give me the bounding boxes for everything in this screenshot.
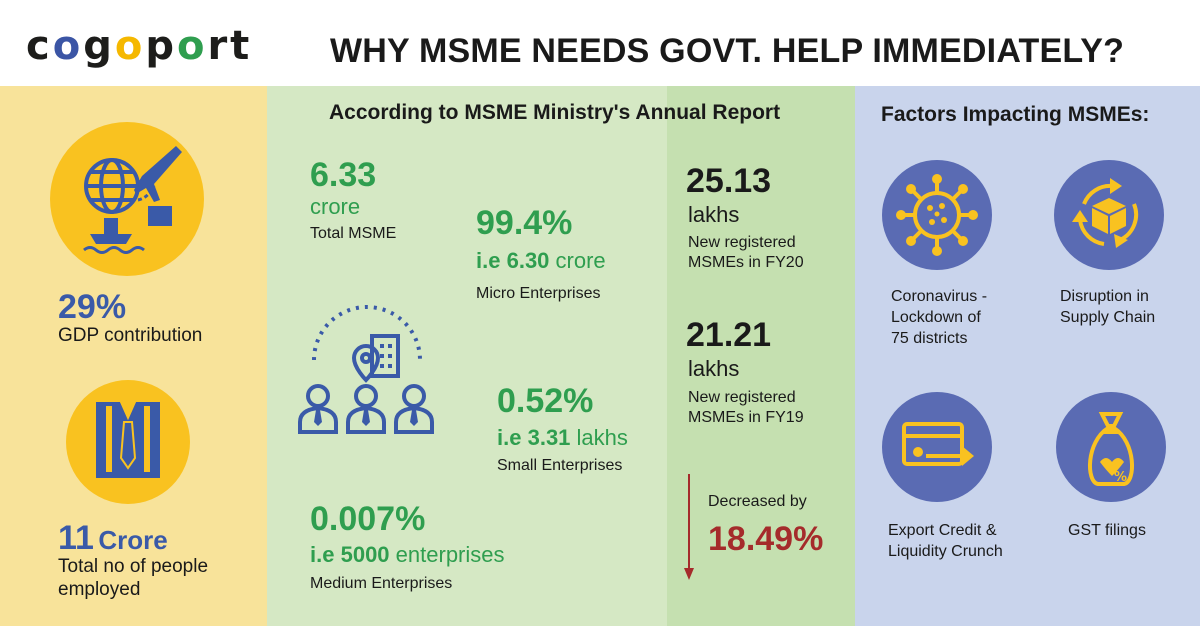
micro-percent: 99.4% xyxy=(476,204,573,242)
factor-supply-chain-label: Disruption in Supply Chain xyxy=(1060,288,1156,326)
micro-amount: i.e 6.30 crore xyxy=(476,248,606,273)
fy20-unit: lakhs xyxy=(688,202,740,227)
registrations-panel xyxy=(667,86,855,628)
credit-card-icon xyxy=(882,392,992,502)
factors-title: Factors Impacting MSMEs: xyxy=(881,103,1150,126)
factor-gst-label: GST filings xyxy=(1068,522,1146,539)
cogoport-logo[interactable]: cogoport xyxy=(26,23,253,69)
fy20-value: 25.13 xyxy=(686,162,772,200)
annual-report-title: According to MSME Ministry's Annual Repo… xyxy=(329,101,781,124)
employee-icon xyxy=(66,380,190,504)
bottom-border xyxy=(0,626,1200,628)
factor-coronavirus-label: Coronavirus - Lockdown of 75 districts xyxy=(891,288,988,347)
svg-text:%: % xyxy=(1114,470,1127,485)
fy20-label-line1: New registered xyxy=(688,234,796,251)
total-msme-unit: crore xyxy=(310,194,361,219)
fy19-label-line2: MSMEs in FY19 xyxy=(688,409,804,426)
decrease-value: 18.49% xyxy=(708,520,824,558)
medium-label: Medium Enterprises xyxy=(310,575,453,592)
total-msme-value: 6.33 xyxy=(310,156,377,194)
small-percent: 0.52% xyxy=(497,382,594,420)
small-label: Small Enterprises xyxy=(497,457,623,474)
employment-value: 11 Crore xyxy=(58,519,168,557)
fy19-value: 21.21 xyxy=(686,316,772,354)
supply-chain-icon xyxy=(1054,160,1164,270)
enterprise-people-icon xyxy=(292,300,442,440)
factor-export-credit-label: Export Credit & Liquidity Crunch xyxy=(888,522,1003,560)
fy20-label-line2: MSMEs in FY20 xyxy=(688,254,804,271)
small-amount: i.e 3.31 lakhs xyxy=(497,425,628,450)
tax-bag-icon: % xyxy=(1056,392,1166,502)
medium-percent: 0.007% xyxy=(310,500,426,538)
virus-icon xyxy=(882,160,992,270)
fy19-label-line1: New registered xyxy=(688,389,796,406)
middle-panel xyxy=(267,86,667,628)
micro-label: Micro Enterprises xyxy=(476,285,601,302)
header: cogoport WHY MSME NEEDS GOVT. HELP IMMED… xyxy=(0,0,1200,86)
fy19-unit: lakhs xyxy=(688,356,740,381)
total-msme-label: Total MSME xyxy=(310,225,397,242)
decrease-arrow-icon xyxy=(682,474,696,582)
gdp-label: GDP contribution xyxy=(58,325,203,346)
page-title: WHY MSME NEEDS GOVT. HELP IMMEDIATELY? xyxy=(330,32,1125,70)
employment-label-line2: employed xyxy=(58,579,141,600)
decrease-label: Decreased by xyxy=(708,493,807,510)
employment-label-line1: Total no of people xyxy=(58,556,209,577)
global-trade-icon xyxy=(50,122,204,276)
medium-amount: i.e 5000 enterprises xyxy=(310,542,505,567)
gdp-value: 29% xyxy=(58,288,127,326)
